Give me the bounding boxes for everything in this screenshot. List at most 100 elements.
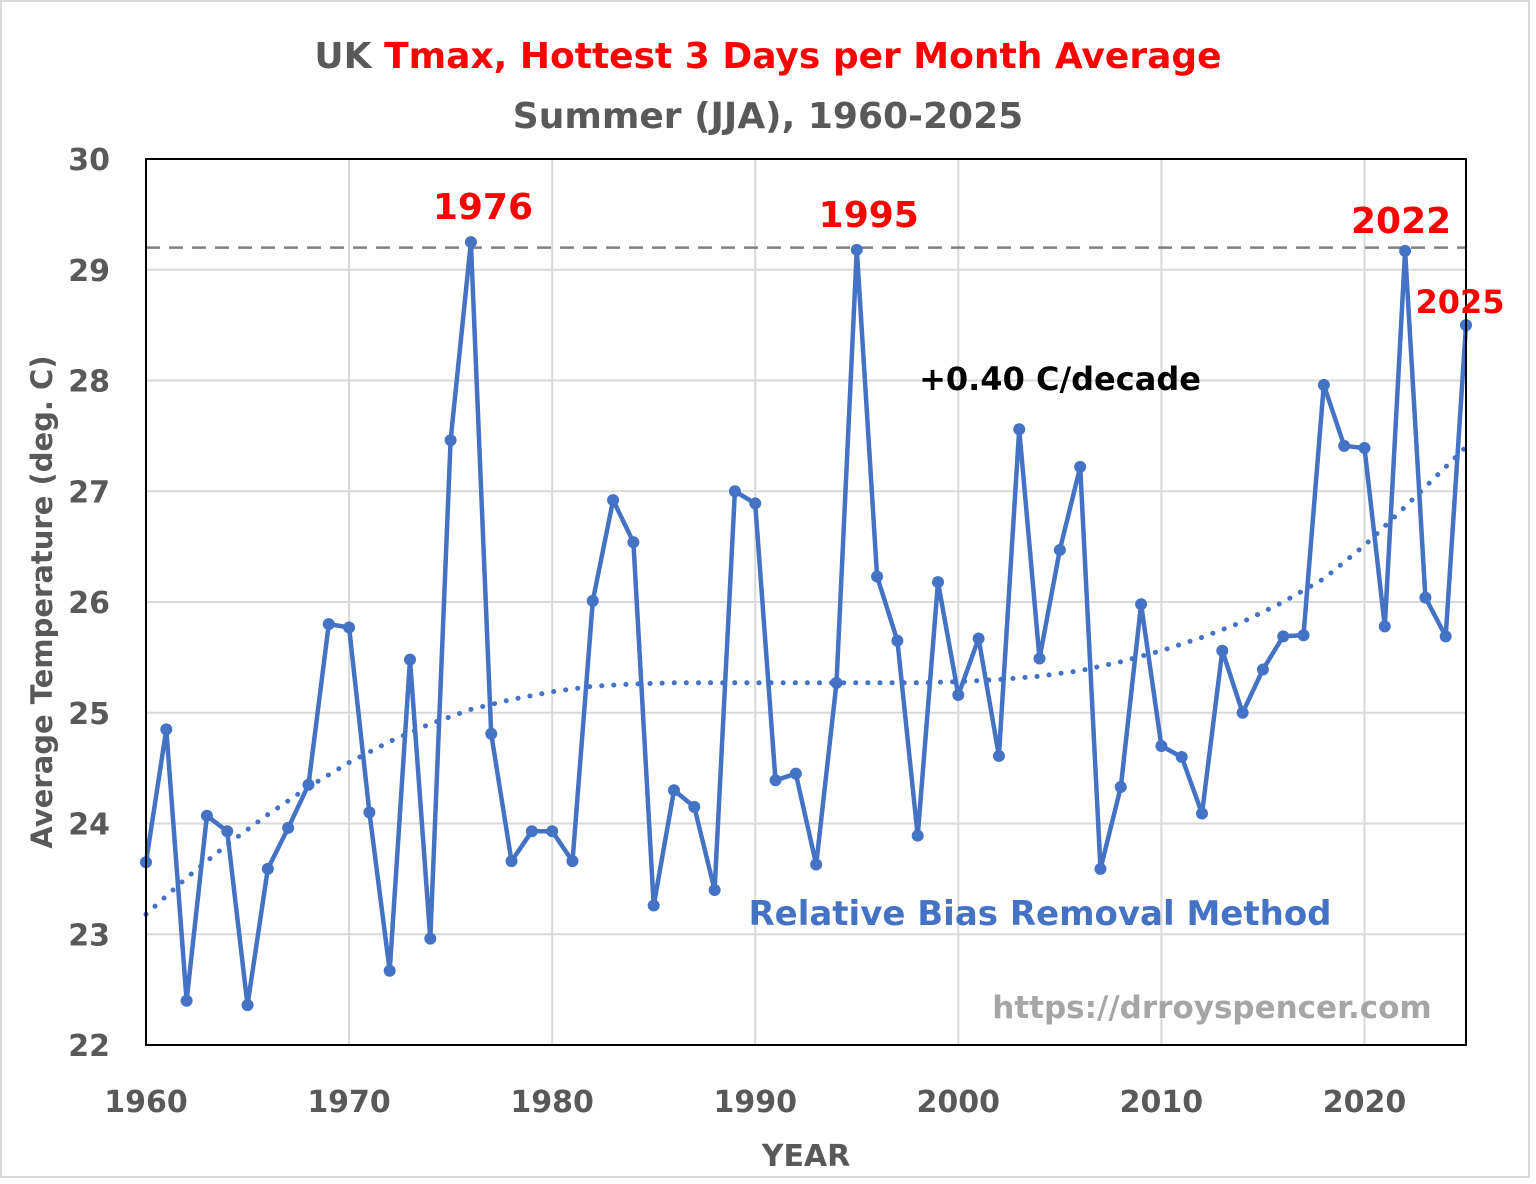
data-point-1983: [607, 494, 620, 507]
data-point-2013: [1216, 644, 1229, 657]
data-point-1972: [383, 964, 396, 977]
y-tick-label-29: 29: [68, 254, 110, 289]
data-point-2014: [1236, 706, 1249, 719]
x-tick-labels: 1960 1970 1980 1990 2000 2010 2020: [104, 1085, 1406, 1120]
data-point-2016: [1277, 630, 1290, 643]
y-tick-label-28: 28: [68, 365, 110, 400]
data-point-1981: [566, 855, 579, 868]
data-point-2000: [952, 689, 965, 702]
x-tick-label-1970: 1970: [307, 1085, 391, 1120]
data-point-1993: [810, 858, 823, 871]
credit-label: https://drroyspencer.com: [992, 990, 1431, 1026]
data-point-1998: [911, 829, 924, 842]
data-point-1978: [505, 855, 518, 868]
x-tick-label-1990: 1990: [713, 1085, 797, 1120]
data-point-1987: [688, 800, 701, 813]
data-point-1994: [830, 676, 843, 689]
method-label: Relative Bias Removal Method: [748, 894, 1331, 934]
x-tick-label-2010: 2010: [1120, 1085, 1204, 1120]
data-point-1968: [302, 778, 315, 791]
data-point-2002: [992, 749, 1005, 762]
chart-title-prefix: UK: [314, 36, 384, 77]
annotation-layer: 1976 1995 2022 2025: [433, 187, 1505, 321]
data-point-2010: [1155, 739, 1168, 752]
data-point-2022: [1399, 244, 1412, 257]
data-point-2004: [1033, 652, 1046, 665]
y-tick-label-30: 30: [68, 143, 110, 178]
chart-title-main: Tmax, Hottest 3 Days per Month Average: [384, 36, 1221, 77]
data-point-1975: [444, 434, 457, 447]
data-point-2009: [1135, 598, 1148, 611]
data-point-1977: [485, 727, 498, 740]
data-point-2001: [972, 632, 985, 645]
data-point-1989: [728, 485, 741, 498]
data-point-1971: [363, 806, 376, 819]
data-point-2003: [1013, 423, 1026, 436]
data-point-1962: [180, 994, 193, 1007]
data-point-1992: [789, 767, 802, 780]
data-point-1984: [627, 536, 640, 549]
chart-title: UK Tmax, Hottest 3 Days per Month Averag…: [314, 36, 1221, 77]
data-point-1996: [871, 570, 884, 583]
data-point-2021: [1378, 620, 1391, 633]
annotation-2022: 2022: [1351, 201, 1451, 242]
data-point-1990: [749, 497, 762, 510]
annotation-1976: 1976: [433, 187, 533, 228]
y-tick-label-24: 24: [68, 808, 110, 843]
plot-area-border: [145, 158, 1467, 1046]
data-point-1999: [932, 576, 944, 589]
y-tick-label-27: 27: [68, 475, 110, 510]
data-point-1964: [221, 825, 234, 838]
x-tick-label-1960: 1960: [104, 1085, 188, 1120]
y-tick-labels: 22 23 24 25 26 27 28 29 30: [68, 143, 110, 1064]
data-point-2008: [1114, 780, 1127, 793]
data-point-2024: [1439, 630, 1452, 643]
trend-rate-label: +0.40 C/decade: [919, 360, 1201, 398]
data-point-2019: [1338, 439, 1351, 452]
y-tick-label-23: 23: [68, 918, 110, 953]
data-point-1986: [668, 784, 680, 797]
data-point-1985: [647, 899, 660, 912]
data-point-1965: [241, 999, 254, 1012]
trend-line: [143, 444, 1469, 917]
y-tick-label-26: 26: [68, 586, 110, 621]
x-tick-label-2020: 2020: [1323, 1085, 1407, 1120]
y-tick-label-22: 22: [68, 1029, 110, 1064]
chart-subtitle: Summer (JJA), 1960-2025: [513, 96, 1023, 137]
data-point-1979: [525, 825, 538, 838]
data-point-2015: [1256, 663, 1269, 676]
series-layer: [140, 236, 1472, 1012]
data-point-2018: [1317, 378, 1330, 391]
data-point-1961: [160, 723, 173, 736]
data-point-1980: [546, 825, 559, 838]
data-point-1973: [404, 653, 416, 666]
x-tick-label-1980: 1980: [510, 1085, 594, 1120]
data-point-1988: [708, 883, 721, 896]
annotation-1995: 1995: [819, 195, 919, 236]
data-point-2005: [1053, 543, 1066, 556]
data-point-2011: [1175, 751, 1188, 764]
x-axis-label: YEAR: [761, 1139, 851, 1174]
data-point-2017: [1297, 629, 1310, 642]
data-point-1974: [424, 932, 437, 945]
y-tick-label-25: 25: [68, 697, 110, 732]
data-point-1982: [586, 594, 599, 607]
data-point-2012: [1196, 807, 1208, 820]
data-point-2007: [1094, 862, 1107, 875]
data-point-1966: [261, 862, 274, 875]
data-point-1991: [769, 774, 782, 787]
data-point-1963: [200, 809, 213, 822]
trend-layer: [143, 444, 1469, 917]
series-line: [143, 239, 1469, 1008]
data-point-1997: [891, 634, 904, 647]
data-point-1967: [282, 821, 295, 834]
data-point-2020: [1358, 442, 1371, 455]
annotation-2025: 2025: [1415, 283, 1504, 321]
y-axis-label: Average Temperature (deg. C): [25, 355, 59, 848]
data-point-1970: [343, 621, 356, 634]
data-point-1995: [850, 243, 863, 256]
data-point-2006: [1074, 460, 1087, 473]
data-point-1969: [322, 618, 335, 631]
